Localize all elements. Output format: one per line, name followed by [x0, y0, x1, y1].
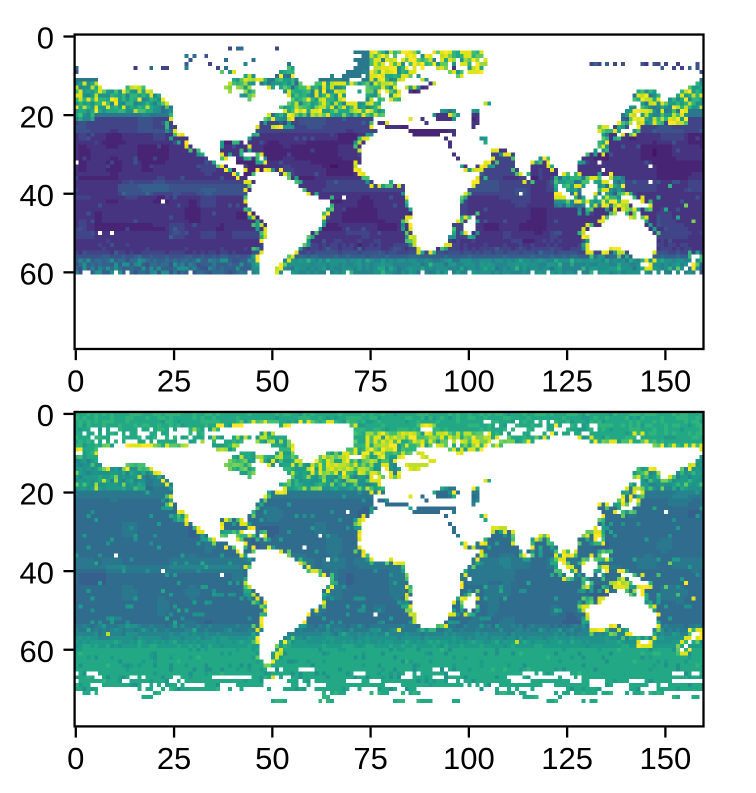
svg-text:100: 100 [443, 741, 495, 776]
svg-text:100: 100 [443, 364, 495, 399]
svg-text:60: 60 [20, 257, 54, 292]
svg-text:0: 0 [67, 364, 84, 399]
svg-text:60: 60 [20, 634, 54, 669]
svg-text:75: 75 [353, 364, 387, 399]
svg-text:50: 50 [255, 364, 289, 399]
svg-text:20: 20 [20, 477, 54, 512]
svg-text:0: 0 [67, 741, 84, 776]
svg-text:0: 0 [37, 398, 54, 433]
svg-text:40: 40 [20, 178, 54, 213]
svg-text:0: 0 [37, 21, 54, 56]
svg-text:125: 125 [541, 364, 593, 399]
svg-text:40: 40 [20, 555, 54, 590]
svg-text:75: 75 [353, 741, 387, 776]
svg-text:50: 50 [255, 741, 289, 776]
svg-text:25: 25 [157, 741, 191, 776]
svg-text:25: 25 [157, 364, 191, 399]
svg-text:150: 150 [640, 741, 692, 776]
svg-text:20: 20 [20, 99, 54, 134]
svg-text:125: 125 [541, 741, 593, 776]
svg-text:150: 150 [640, 364, 692, 399]
